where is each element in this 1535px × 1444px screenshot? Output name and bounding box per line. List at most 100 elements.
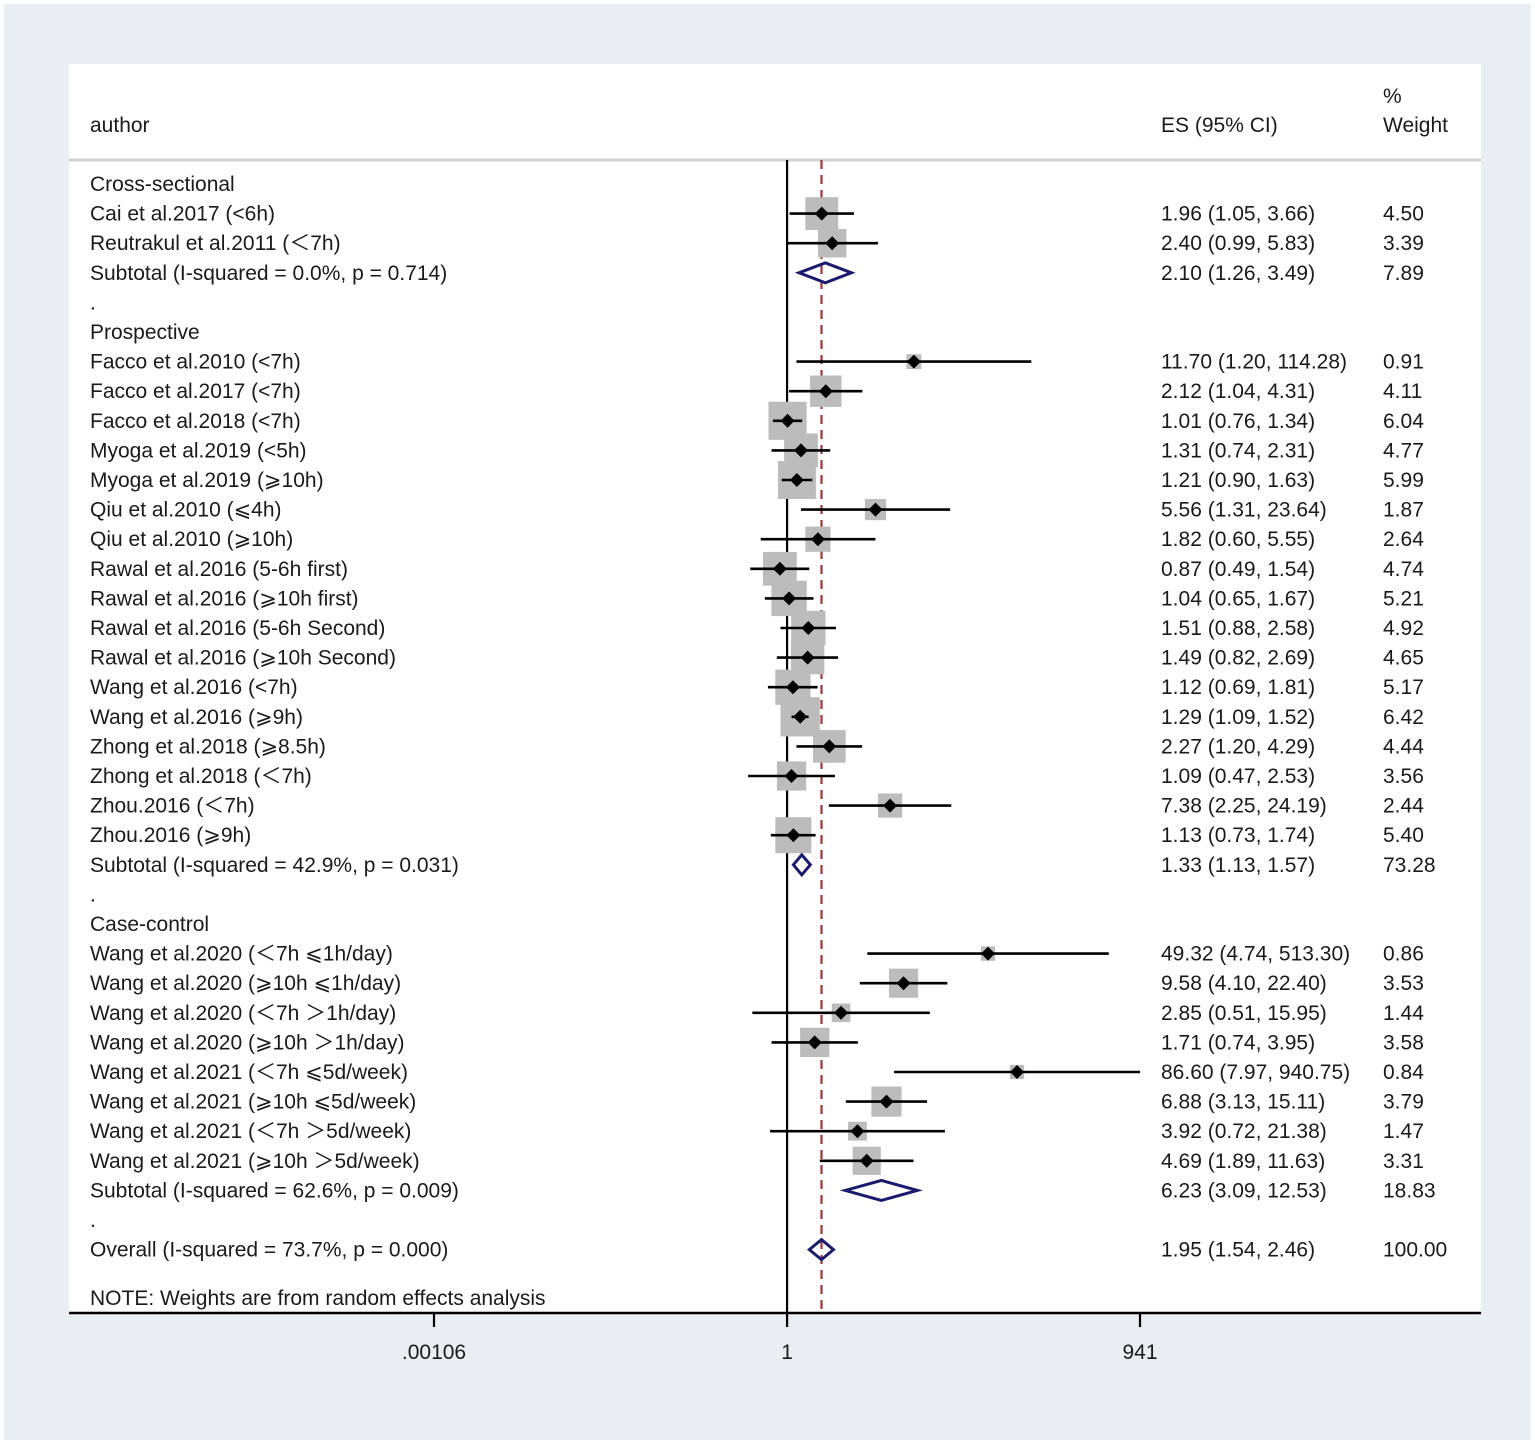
weight-value: 4.65 <box>1383 647 1424 670</box>
es-ci-value: 3.92 (0.72, 21.38) <box>1161 1120 1327 1143</box>
weight-value: 73.28 <box>1383 854 1436 877</box>
es-ci-value: 2.12 (1.04, 4.31) <box>1161 380 1315 403</box>
es-ci-value: 1.96 (1.05, 3.66) <box>1161 203 1315 226</box>
point-estimate <box>1010 1065 1025 1079</box>
point-estimate <box>786 828 801 843</box>
row-label: Reutrakul et al.2011 (＜7h) <box>90 232 341 255</box>
row-label: Rawal et al.2016 (⩾10h Second) <box>90 647 396 670</box>
weight-value: 2.44 <box>1383 795 1424 818</box>
point-estimate <box>807 1035 822 1050</box>
point-estimate <box>782 591 797 606</box>
point-estimate <box>868 502 883 517</box>
row-label: Prospective <box>90 321 200 344</box>
weight-value: 5.17 <box>1383 676 1424 699</box>
point-estimate <box>981 946 996 961</box>
subtotal-diamond <box>839 1178 923 1202</box>
weight-value: 5.99 <box>1383 469 1424 492</box>
row-label: Wang et al.2021 (＜7h ⩽5d/week) <box>90 1061 408 1084</box>
row-label: Subtotal (I-squared = 0.0%, p = 0.714) <box>90 262 447 285</box>
weight-value: 3.39 <box>1383 232 1424 255</box>
point-estimate <box>906 354 921 369</box>
row-label: Wang et al.2016 (<7h) <box>90 676 298 699</box>
weight-value: 7.89 <box>1383 262 1424 285</box>
row-label: Zhou.2016 (⩾9h) <box>90 824 251 847</box>
row-label: Myoga et al.2019 (⩾10h) <box>90 469 324 492</box>
es-ci-value: 4.69 (1.89, 11.63) <box>1161 1150 1325 1173</box>
point-estimate <box>859 1153 874 1168</box>
weight-value: 4.77 <box>1383 439 1424 462</box>
weight-value: 5.40 <box>1383 824 1424 847</box>
row-label: Zhong et al.2018 (＜7h) <box>90 765 312 788</box>
point-estimate <box>822 739 837 754</box>
header-author: author <box>90 114 150 137</box>
point-estimate <box>801 621 816 635</box>
es-ci-value: 2.10 (1.26, 3.49) <box>1161 262 1315 285</box>
weight-value: 4.11 <box>1383 380 1422 403</box>
weight-value: 6.04 <box>1383 410 1424 433</box>
row-label: Wang et al.2016 (⩾9h) <box>90 706 303 729</box>
es-ci-value: 2.40 (0.99, 5.83) <box>1161 232 1315 255</box>
es-ci-value: 1.49 (0.82, 2.69) <box>1161 647 1315 670</box>
point-estimate <box>879 1094 894 1109</box>
row-label: . <box>90 1209 96 1232</box>
weight-value: 3.58 <box>1383 1031 1424 1054</box>
es-ci-value: 1.12 (0.69, 1.81) <box>1161 676 1315 699</box>
es-ci-value: 1.21 (0.90, 1.63) <box>1161 469 1315 492</box>
weight-value: 1.87 <box>1383 499 1424 522</box>
weight-value: 0.84 <box>1383 1061 1424 1084</box>
weight-value: 4.50 <box>1383 203 1424 226</box>
row-label: Wang et al.2021 (⩾10h ＞5d/week) <box>90 1150 420 1173</box>
es-ci-value: 5.56 (1.31, 23.64) <box>1161 499 1327 522</box>
point-estimate <box>896 976 911 991</box>
weight-value: 4.74 <box>1383 558 1424 581</box>
row-label: Facco et al.2018 (<7h) <box>90 410 301 433</box>
weight-value: 18.83 <box>1383 1179 1436 1202</box>
es-ci-value: 7.38 (2.25, 24.19) <box>1161 795 1327 818</box>
row-label: Zhong et al.2018 (⩾8.5h) <box>90 735 326 758</box>
overall-diamond <box>806 1237 836 1262</box>
row-label: Qiu et al.2010 (⩽4h) <box>90 499 282 522</box>
point-estimate <box>793 443 808 458</box>
row-label: Wang et al.2020 (＜7h ＞1h/day) <box>90 1002 396 1025</box>
subtotal-diamond <box>794 261 856 285</box>
point-estimate <box>789 473 804 487</box>
weight-value: 1.44 <box>1383 1002 1424 1025</box>
row-label: Qiu et al.2010 (⩾10h) <box>90 528 293 551</box>
x-tick-label: 941 <box>1122 1341 1157 1364</box>
es-ci-value: 9.58 (4.10, 22.40) <box>1161 972 1327 995</box>
subtotal-diamond <box>791 852 813 878</box>
point-estimate <box>850 1124 865 1139</box>
es-ci-value: 86.60 (7.97, 940.75) <box>1161 1061 1350 1084</box>
weight-value: 5.21 <box>1383 587 1424 610</box>
es-ci-value: 1.33 (1.13, 1.57) <box>1161 854 1315 877</box>
row-label: Rawal et al.2016 (⩾10h first) <box>90 587 359 610</box>
es-ci-value: 1.71 (0.74, 3.95) <box>1161 1031 1315 1054</box>
point-estimate <box>818 384 833 399</box>
x-tick-label: .00106 <box>402 1341 466 1364</box>
point-estimate <box>825 236 840 251</box>
point-estimate <box>772 561 787 576</box>
es-ci-value: 2.85 (0.51, 15.95) <box>1161 1002 1327 1025</box>
row-label: Rawal et al.2016 (5-6h Second) <box>90 617 385 640</box>
es-ci-value: 1.09 (0.47, 2.53) <box>1161 765 1315 788</box>
weight-value: 3.79 <box>1383 1091 1424 1114</box>
row-label: Zhou.2016 (＜7h) <box>90 795 255 818</box>
point-estimate <box>810 532 825 547</box>
row-label: Wang et al.2020 (＜7h ⩽1h/day) <box>90 943 393 966</box>
es-ci-value: 2.27 (1.20, 4.29) <box>1161 735 1315 758</box>
weight-value: 0.91 <box>1383 351 1424 374</box>
row-label: . <box>90 291 96 314</box>
note-text: NOTE: Weights are from random effects an… <box>90 1287 546 1310</box>
es-ci-value: 1.29 (1.09, 1.52) <box>1161 706 1315 729</box>
weight-value: 4.44 <box>1383 735 1424 758</box>
row-label: Wang et al.2020 (⩾10h ⩽1h/day) <box>90 972 401 995</box>
row-label: Wang et al.2021 (⩾10h ⩽5d/week) <box>90 1091 416 1114</box>
es-ci-value: 1.13 (0.73, 1.74) <box>1161 824 1315 847</box>
point-estimate <box>883 798 898 813</box>
row-label: Wang et al.2021 (＜7h ＞5d/week) <box>90 1120 411 1143</box>
es-ci-value: 1.01 (0.76, 1.34) <box>1161 410 1315 433</box>
header-weight-percent: % <box>1383 85 1402 108</box>
es-ci-value: 1.95 (1.54, 2.46) <box>1161 1239 1315 1262</box>
weight-value: 3.31 <box>1383 1150 1424 1173</box>
header-weight: Weight <box>1383 114 1448 137</box>
